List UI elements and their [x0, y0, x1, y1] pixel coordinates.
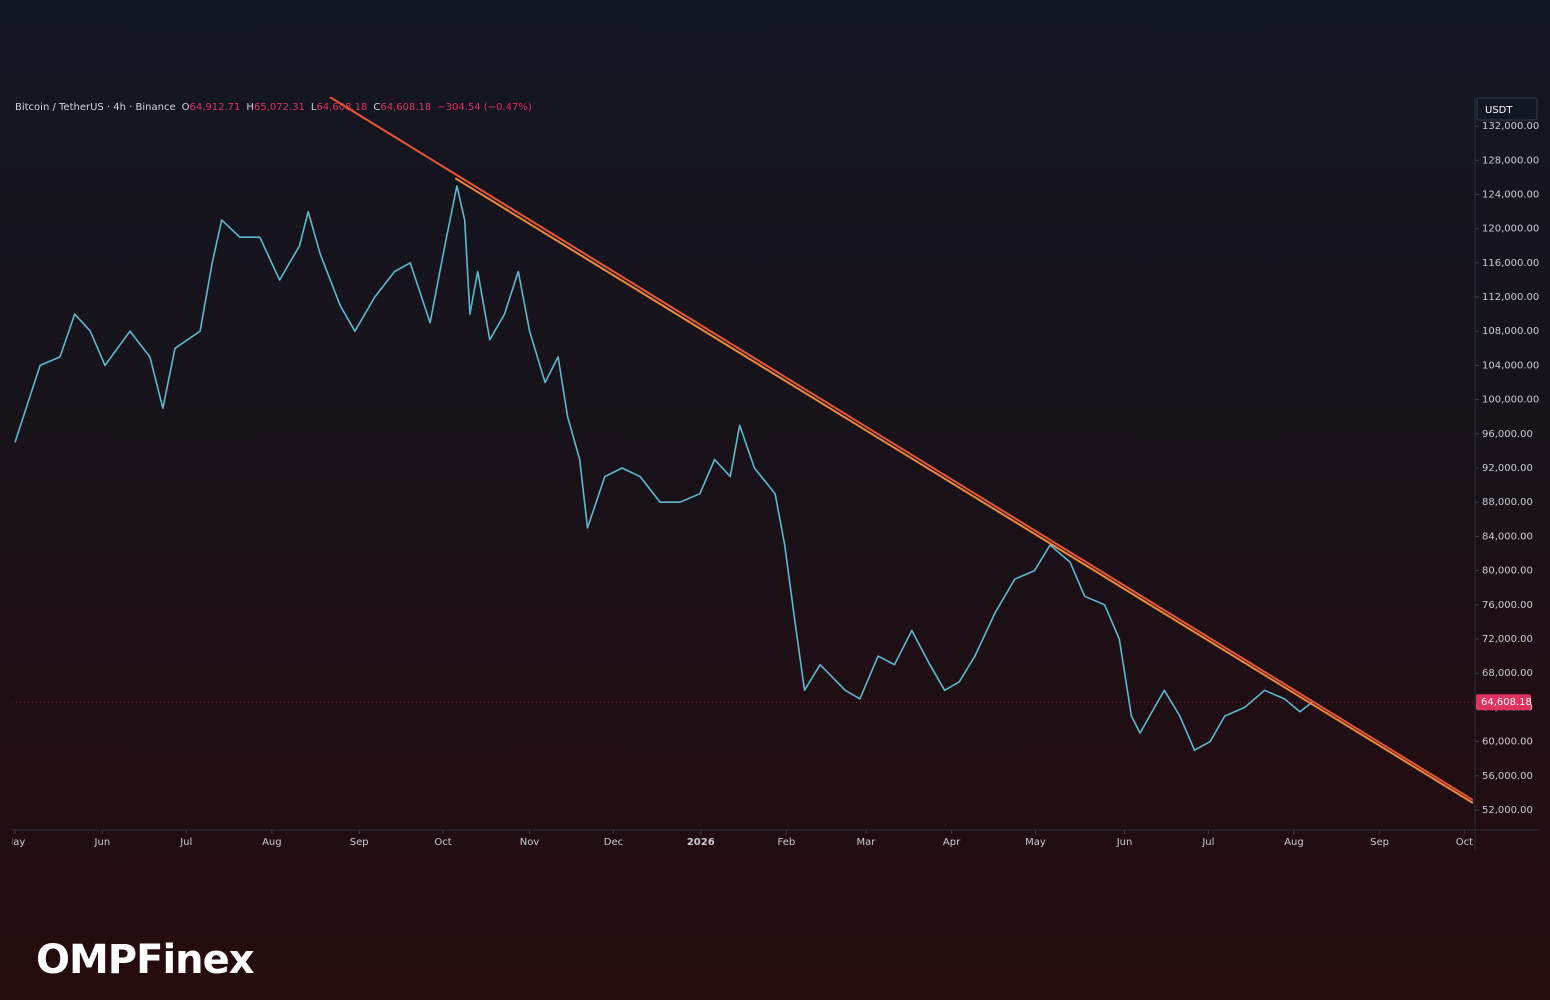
- y-tick-label: 92,000.00: [1482, 463, 1533, 474]
- x-tick-label: Mar: [857, 837, 877, 848]
- x-tick-label: May: [5, 837, 26, 848]
- y-tick-label: 116,000.00: [1482, 258, 1539, 269]
- y-tick-label: 84,000.00: [1482, 531, 1533, 542]
- x-axis: May Jun Jul Aug Sep Oct Nov Dec 2026 Feb Mar Apr May…: [5, 830, 1473, 848]
- ohlc-key: O: [182, 102, 190, 113]
- y-tick-label: 96,000.00: [1482, 429, 1533, 440]
- x-tick-label: Jun: [1116, 837, 1133, 848]
- y-tick-label: 68,000.00: [1482, 668, 1533, 679]
- trendline: [454, 177, 1473, 804]
- x-tick-label: Apr: [943, 837, 961, 848]
- ohlc-key: H: [246, 102, 254, 113]
- y-tick-label: 100,000.00: [1482, 395, 1539, 406]
- symbol: Bitcoin / TetherUS · 4h · Binance: [15, 102, 176, 113]
- symbol-header: Bitcoin / TetherUS · 4h · Binance O64,912…: [15, 102, 532, 113]
- y-tick-label: 128,000.00: [1482, 155, 1539, 166]
- y-tick-label: 72,000.00: [1482, 634, 1533, 645]
- y-tick-label: 88,000.00: [1482, 497, 1533, 508]
- price-line: [14, 185, 1313, 751]
- ohlc-value: 64,608.18: [316, 102, 367, 113]
- ohlc-key: C: [373, 102, 380, 113]
- y-tick-label: 112,000.00: [1482, 292, 1539, 303]
- x-tick-label: 2026: [687, 837, 715, 848]
- x-tick-label: Aug: [1284, 837, 1304, 848]
- header-line: Bitcoin / TetherUS · 4h · Binance O64,912…: [15, 102, 532, 113]
- x-tick-label: Jul: [179, 837, 192, 848]
- x-tick-label: Nov: [520, 837, 540, 848]
- y-tick-label: 108,000.00: [1482, 326, 1539, 337]
- ohlc-value: 65,072.31: [254, 102, 305, 113]
- x-tick-label: May: [1025, 837, 1046, 848]
- y-tick-label: 56,000.00: [1482, 771, 1533, 782]
- y-tick-label: 120,000.00: [1482, 224, 1539, 235]
- currency: USDT: [1485, 105, 1513, 116]
- ohlc-value: 64,608.18: [380, 102, 431, 113]
- y-tick-label: 76,000.00: [1482, 600, 1533, 611]
- currency-box: [1476, 97, 1538, 121]
- y-tick-label: 132,000.00: [1482, 121, 1539, 132]
- x-tick-label: Jun: [94, 837, 111, 848]
- x-tick-label: Jul: [1201, 837, 1214, 848]
- logo: OMPFinex: [36, 937, 255, 983]
- ohlc-key: L: [311, 102, 317, 113]
- last-price-label: 64,608.18: [1481, 697, 1532, 708]
- x-tick-label: Sep: [1370, 837, 1389, 848]
- x-tick-label: Sep: [350, 837, 369, 848]
- x-tick-label: Feb: [778, 837, 796, 848]
- y-tick-label: 104,000.00: [1482, 360, 1539, 371]
- x-tick-label: Dec: [604, 837, 623, 848]
- y-tick-label: 80,000.00: [1482, 566, 1533, 577]
- plot-area: [14, 97, 1473, 804]
- y-tick-label: 52,000.00: [1482, 805, 1533, 816]
- ohlc-value: 64,912.71: [190, 102, 241, 113]
- y-tick-label: 124,000.00: [1482, 189, 1539, 200]
- x-tick-label: Oct: [434, 837, 451, 848]
- trendline: [329, 97, 1473, 801]
- x-tick-label: Aug: [262, 837, 282, 848]
- y-tick-label: 60,000.00: [1482, 737, 1533, 748]
- last-price-tag: [1476, 694, 1531, 711]
- x-tick-label: Oct: [1456, 837, 1473, 848]
- price-change: −304.54 (−0.47%): [437, 102, 532, 113]
